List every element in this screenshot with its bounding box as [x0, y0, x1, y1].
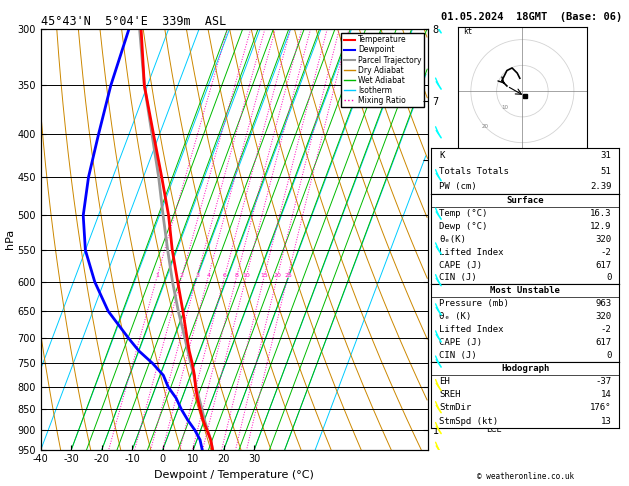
- Text: -37: -37: [595, 377, 611, 386]
- Text: CAPE (J): CAPE (J): [439, 260, 482, 270]
- Text: Most Unstable: Most Unstable: [490, 286, 560, 295]
- Text: -2: -2: [601, 325, 611, 334]
- Text: 20: 20: [274, 273, 281, 278]
- Y-axis label: km
ASL: km ASL: [433, 228, 451, 250]
- Text: 8: 8: [235, 273, 239, 278]
- Text: StmSpd (kt): StmSpd (kt): [439, 417, 498, 426]
- Text: 617: 617: [595, 338, 611, 347]
- Text: Totals Totals: Totals Totals: [439, 167, 509, 176]
- Text: 2: 2: [180, 273, 184, 278]
- Text: Hodograph: Hodograph: [501, 364, 549, 373]
- Text: © weatheronline.co.uk: © weatheronline.co.uk: [477, 472, 574, 481]
- Text: 12.9: 12.9: [590, 222, 611, 231]
- Text: 4: 4: [206, 273, 211, 278]
- Text: θₑ (K): θₑ (K): [439, 312, 471, 321]
- Text: Dewp (°C): Dewp (°C): [439, 222, 487, 231]
- Text: 14: 14: [601, 390, 611, 399]
- X-axis label: Dewpoint / Temperature (°C): Dewpoint / Temperature (°C): [154, 470, 314, 480]
- Text: 45°43'N  5°04'E  339m  ASL: 45°43'N 5°04'E 339m ASL: [41, 15, 226, 28]
- Text: CIN (J): CIN (J): [439, 274, 477, 282]
- Text: Surface: Surface: [506, 196, 544, 205]
- Text: Pressure (mb): Pressure (mb): [439, 299, 509, 308]
- Text: 10: 10: [243, 273, 250, 278]
- Text: 15: 15: [260, 273, 268, 278]
- Text: Lifted Index: Lifted Index: [439, 248, 503, 257]
- Text: 01.05.2024  18GMT  (Base: 06): 01.05.2024 18GMT (Base: 06): [441, 12, 622, 22]
- Text: 2.39: 2.39: [590, 182, 611, 191]
- Text: 16.3: 16.3: [590, 209, 611, 218]
- Text: EH: EH: [439, 377, 450, 386]
- Text: 1: 1: [155, 273, 159, 278]
- Text: -2: -2: [601, 248, 611, 257]
- Text: 320: 320: [595, 235, 611, 244]
- Text: PW (cm): PW (cm): [439, 182, 477, 191]
- Text: K: K: [439, 152, 444, 160]
- Text: 3: 3: [195, 273, 199, 278]
- Text: 0: 0: [606, 274, 611, 282]
- Text: 963: 963: [595, 299, 611, 308]
- Text: 320: 320: [595, 312, 611, 321]
- Text: Temp (°C): Temp (°C): [439, 209, 487, 218]
- Y-axis label: hPa: hPa: [4, 229, 14, 249]
- Text: 13: 13: [601, 417, 611, 426]
- Text: SREH: SREH: [439, 390, 460, 399]
- Legend: Temperature, Dewpoint, Parcel Trajectory, Dry Adiabat, Wet Adiabat, Isotherm, Mi: Temperature, Dewpoint, Parcel Trajectory…: [342, 33, 424, 107]
- Text: CIN (J): CIN (J): [439, 351, 477, 360]
- Text: CAPE (J): CAPE (J): [439, 338, 482, 347]
- Text: 6: 6: [223, 273, 227, 278]
- Text: 51: 51: [601, 167, 611, 176]
- Text: θₑ(K): θₑ(K): [439, 235, 466, 244]
- Text: 20: 20: [482, 124, 489, 129]
- Text: 176°: 176°: [590, 403, 611, 413]
- Text: kt: kt: [463, 27, 472, 36]
- Text: 617: 617: [595, 260, 611, 270]
- Text: 31: 31: [601, 152, 611, 160]
- Text: 25: 25: [284, 273, 292, 278]
- Text: 10: 10: [501, 105, 508, 110]
- Text: 0: 0: [606, 351, 611, 360]
- Text: LCL: LCL: [486, 425, 501, 434]
- Text: Lifted Index: Lifted Index: [439, 325, 503, 334]
- Text: StmDir: StmDir: [439, 403, 471, 413]
